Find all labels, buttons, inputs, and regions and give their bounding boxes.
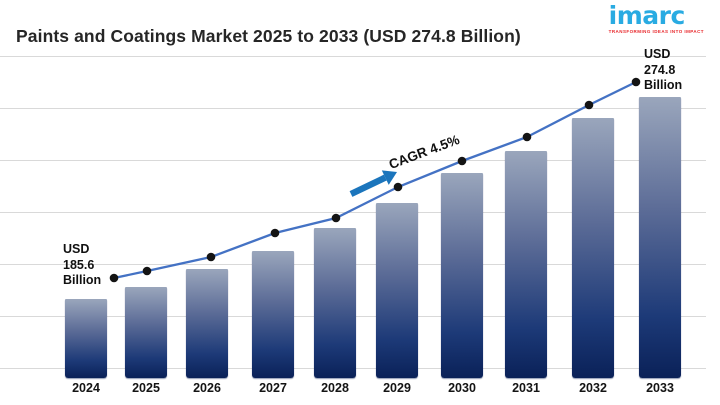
bar-2028: [314, 228, 356, 378]
data-point-2031: [522, 132, 532, 142]
first-value-label-line3: Billion: [63, 273, 102, 287]
data-point-2032: [584, 100, 594, 110]
data-point-2029: [393, 182, 403, 192]
x-axis-label-2028: 2028: [321, 381, 349, 395]
cagr-arrow-head: [381, 170, 397, 185]
bar-2033: [639, 97, 681, 378]
gridline: [0, 108, 706, 109]
bar-2025: [125, 287, 167, 378]
bar-2030: [441, 173, 483, 378]
first-value-label-line2: 185.6: [63, 257, 95, 272]
imarc-logo-wordmark: imarc: [608, 1, 686, 30]
data-point-2033: [631, 77, 641, 87]
last-value-label-line3: Billion: [644, 78, 683, 92]
data-point-2024: [109, 273, 119, 283]
bar-2026: [186, 269, 228, 378]
gridline: [0, 212, 706, 213]
x-axis-label-2025: 2025: [132, 381, 160, 395]
last-value-label-line1: USD: [644, 47, 671, 61]
x-axis-label-2026: 2026: [193, 381, 221, 395]
x-axis-label-2030: 2030: [448, 381, 476, 395]
last-value-label: USD 274.8 Billion: [644, 47, 682, 94]
data-point-2027: [270, 228, 280, 238]
last-value-label-line2: 274.8: [644, 62, 676, 77]
imarc-logo-tagline: TRANSFORMING IDEAS INTO IMPACT: [608, 28, 704, 34]
gridline: [0, 56, 706, 57]
chart-title: Paints and Coatings Market 2025 to 2033 …: [16, 26, 521, 46]
data-point-2028: [331, 213, 341, 223]
data-point-2030: [457, 156, 467, 166]
bar-2029: [376, 203, 418, 378]
x-axis-label-2032: 2032: [579, 381, 607, 395]
bar-2032: [572, 118, 614, 378]
data-point-2025: [142, 266, 152, 276]
data-point-2026: [206, 252, 216, 262]
trend-line: [113, 80, 637, 280]
bar-2031: [505, 151, 547, 378]
x-axis-label-2031: 2031: [512, 381, 540, 395]
x-axis-label-2027: 2027: [259, 381, 287, 395]
x-axis-label-2024: 2024: [72, 381, 100, 395]
gridline: [0, 160, 706, 161]
imarc-logo: imarc TRANSFORMING IDEAS INTO IMPACT: [609, 3, 704, 34]
first-value-label: USD 185.6 Billion: [63, 242, 101, 289]
bar-2027: [252, 251, 294, 378]
bar-2024: [65, 299, 107, 378]
first-value-label-line1: USD: [63, 242, 90, 256]
cagr-arrow-shaft: [349, 174, 387, 197]
x-axis-label-2029: 2029: [383, 381, 411, 395]
x-axis-label-2033: 2033: [646, 381, 674, 395]
